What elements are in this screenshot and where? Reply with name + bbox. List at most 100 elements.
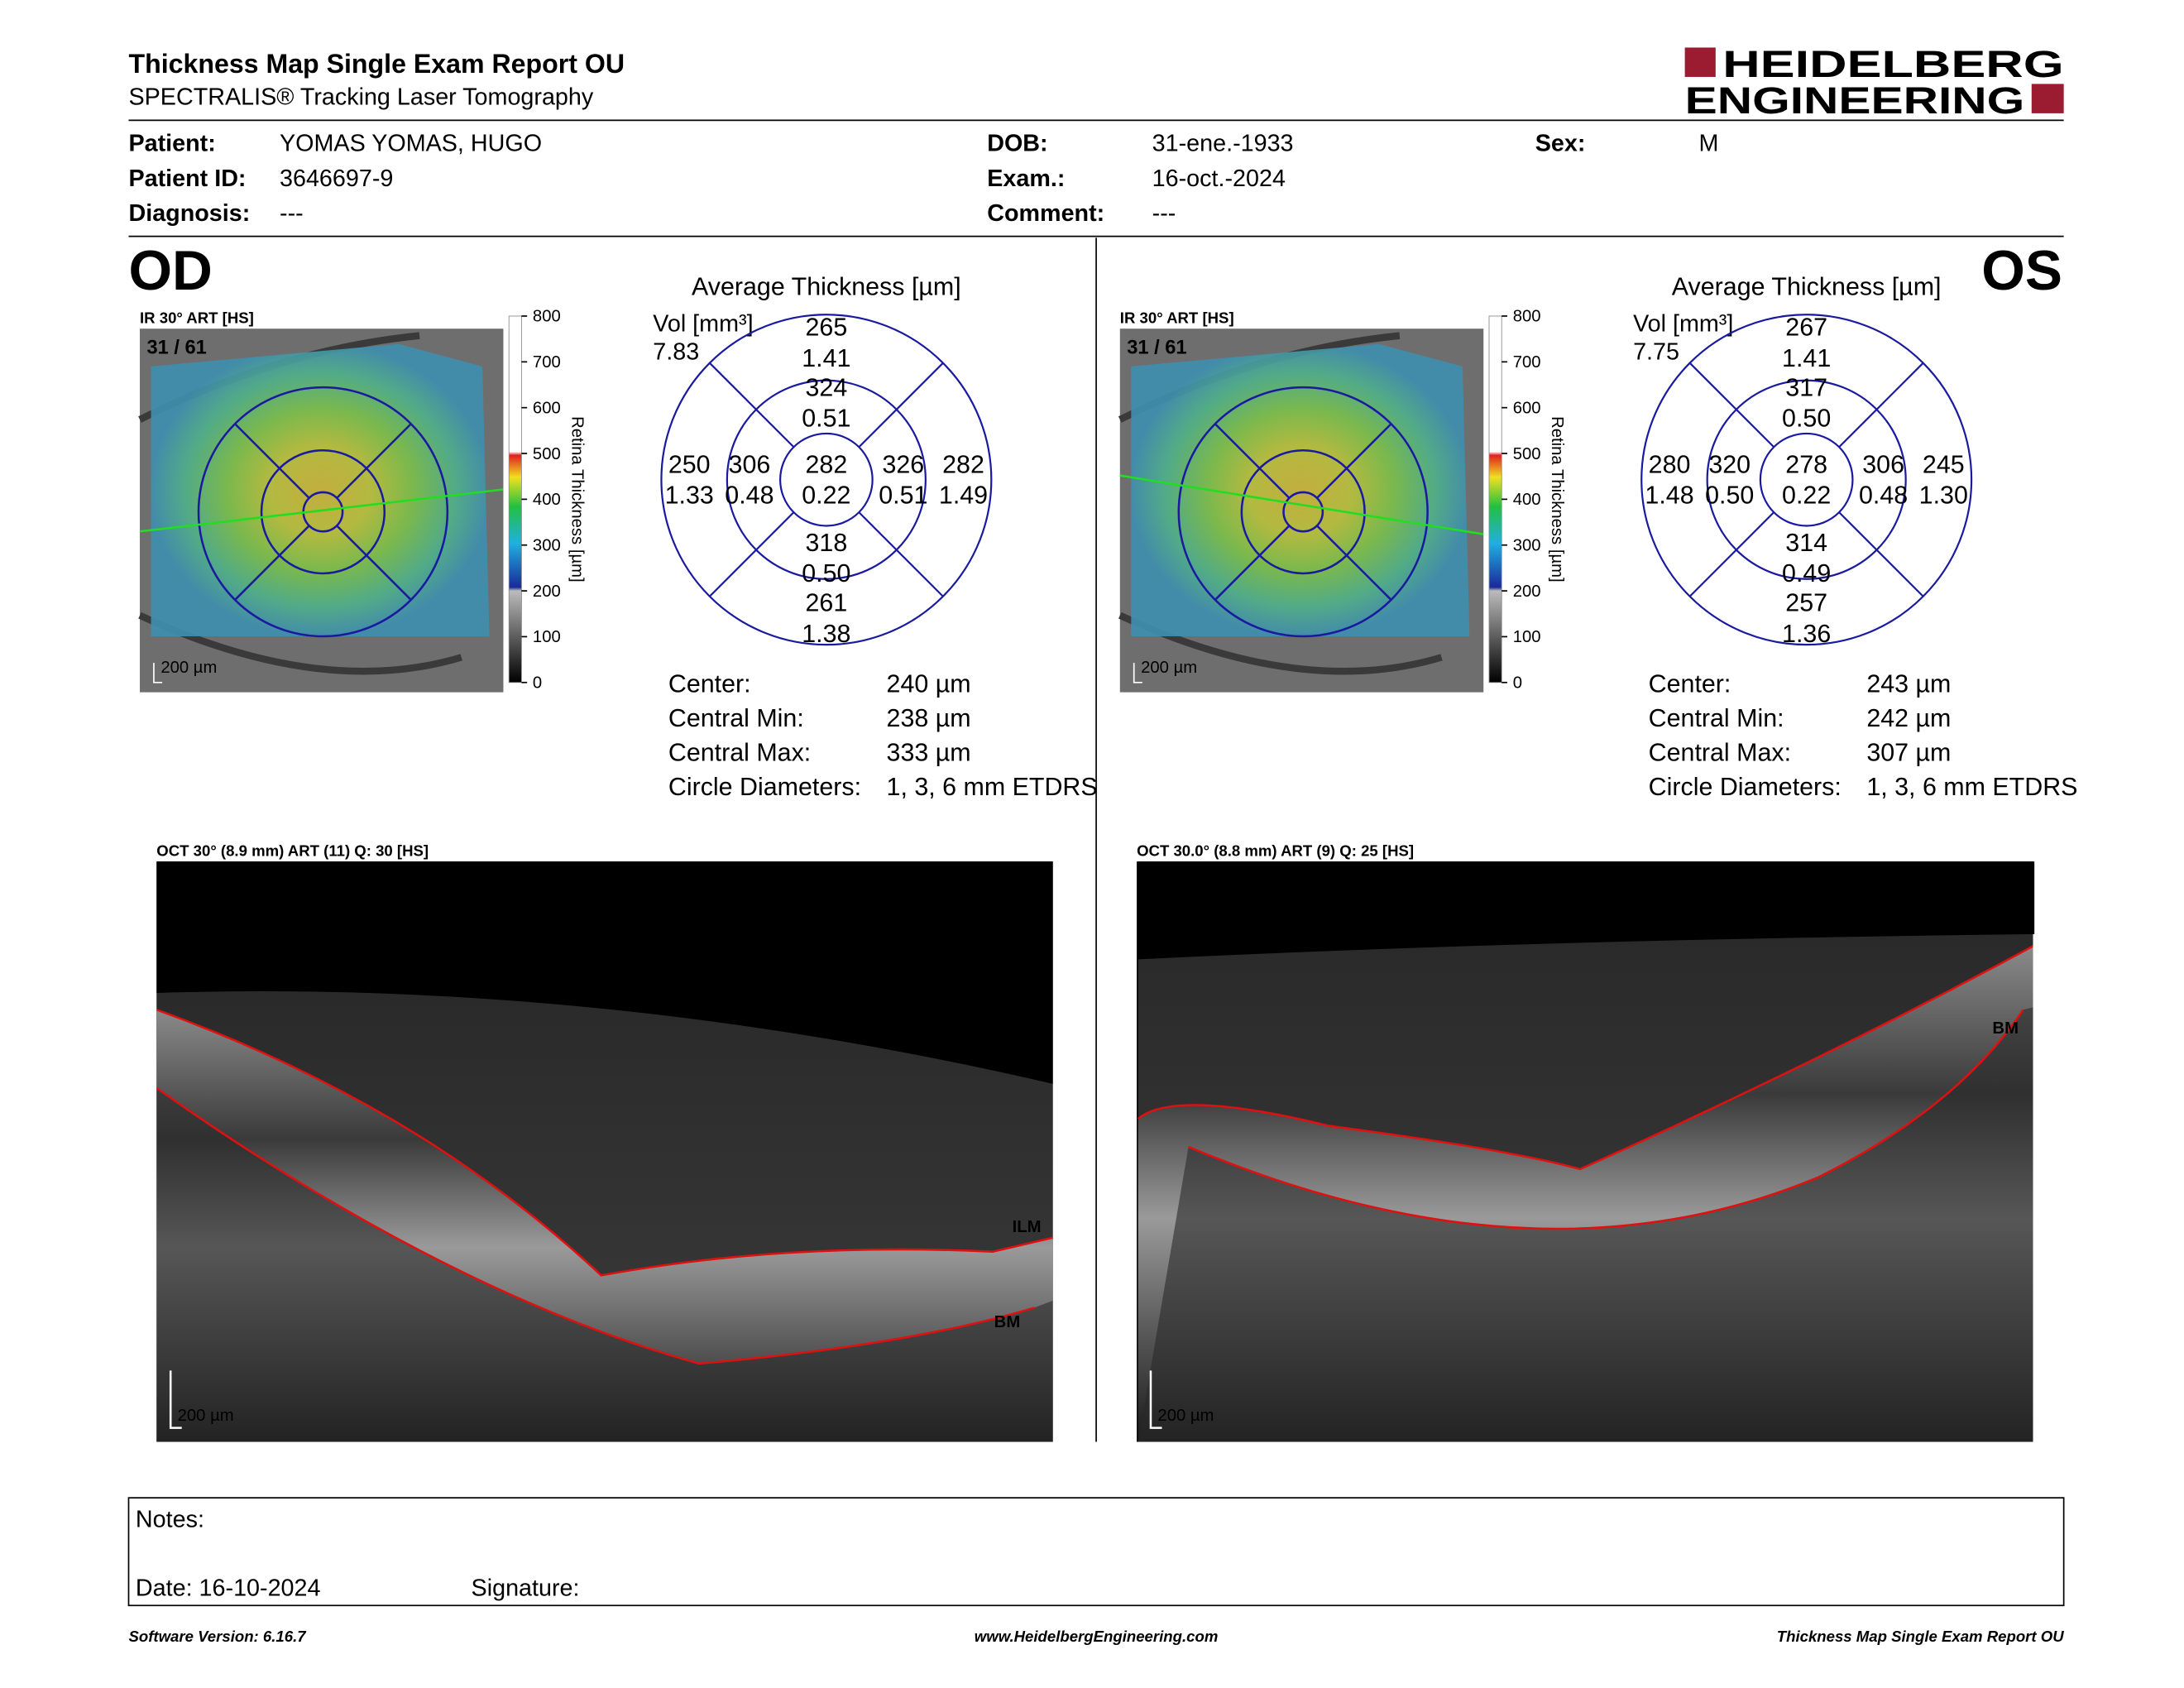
sector-volume: 1.36	[1782, 620, 1831, 648]
colorbar-tick-label: 800	[533, 308, 561, 326]
colorbar-tick-label: 600	[533, 399, 561, 417]
colorbar-tick-label: 0	[1513, 674, 1522, 693]
sector-volume: 1.41	[802, 344, 850, 372]
ilm-label: ILM	[1997, 918, 2026, 937]
colorbar-tick-label: 400	[1513, 491, 1541, 509]
colorbar-title: Retina Thickness [µm]	[568, 416, 586, 583]
stat-label: Center:	[1649, 670, 1731, 698]
stat-value: 242 µm	[1866, 704, 1951, 732]
field-value: ---	[280, 200, 304, 227]
ilm-label: ILM	[1013, 1218, 1042, 1236]
sector-volume: 0.22	[802, 481, 850, 509]
sector-thickness: 306	[729, 450, 771, 478]
etdrs-spoke	[234, 525, 310, 601]
sector-volume: 0.48	[725, 481, 774, 509]
colorbar-tick-label: 600	[1513, 399, 1541, 417]
frame-counter: 31 / 61	[1127, 338, 1186, 359]
sector-volume: 1.38	[802, 620, 850, 648]
oct-scale-bar	[169, 1370, 182, 1429]
sector-volume: 0.22	[1782, 481, 1831, 509]
grid-ring	[660, 314, 993, 646]
scale-bar	[153, 663, 163, 683]
logo-text: ENGINEERING	[1685, 79, 2025, 122]
oct-scale: 200 µm	[1157, 1407, 1214, 1425]
bm-label: BM	[1992, 1019, 2019, 1038]
etdrs-ring	[1177, 386, 1429, 638]
grid-spoke	[1838, 511, 1924, 597]
sector-thickness: 320	[1708, 450, 1751, 478]
etdrs-spoke	[1214, 525, 1291, 601]
grid-spoke	[709, 362, 795, 448]
grid-spoke	[1688, 362, 1775, 448]
field-label: Exam.:	[987, 165, 1065, 192]
sector-volume: 1.41	[1782, 344, 1831, 372]
colorbar-tick-label: 100	[1513, 628, 1541, 646]
stat-value: 307 µm	[1866, 738, 1951, 766]
field-label: Patient:	[128, 131, 215, 157]
etdrs-spoke	[336, 525, 412, 601]
sector-thickness: 245	[1923, 450, 1965, 478]
grid-title: Average Thickness [µm]	[1672, 273, 1942, 301]
grid-spoke	[709, 511, 795, 597]
stat-label: Center:	[668, 670, 751, 698]
notes: Notes: Date: 16-10-2024 Signature:	[127, 1497, 2065, 1607]
colorbar-tick-label: 400	[533, 491, 561, 509]
frame-counter: 31 / 61	[146, 338, 206, 359]
sector-thickness: 280	[1649, 450, 1691, 478]
oct-label: OCT 30° (8.9 mm) ART (11) Q: 30 [HS]	[156, 842, 429, 859]
grid-title: Average Thickness [µm]	[692, 273, 961, 301]
sector-thickness: 326	[882, 450, 924, 478]
sector-volume: 1.49	[939, 481, 988, 509]
sector-thickness: 250	[668, 450, 711, 478]
stat-value: 1, 3, 6 mm ETDRS	[1866, 773, 2077, 801]
sector-thickness: 257	[1785, 589, 1827, 617]
sector-volume: 0.48	[1859, 481, 1908, 509]
total-volume: 7.83	[653, 338, 699, 365]
volume-label: Vol [mm³]	[1633, 311, 1733, 338]
oct-vitreous	[1138, 861, 2035, 960]
sector-volume: 1.33	[665, 481, 714, 509]
colorbar-tick-label: 500	[533, 445, 561, 463]
footer: Software Version: 6.16.7 www.HeidelbergE…	[128, 1628, 2064, 1645]
etdrs-ring	[197, 386, 449, 638]
stat-label: Central Max:	[1649, 738, 1791, 766]
colorbar-tick-label: 300	[1513, 536, 1541, 554]
field-label: Sex:	[1535, 131, 1586, 157]
sector-volume: 0.50	[1705, 481, 1754, 509]
sector-thickness: 306	[1862, 450, 1904, 478]
total-volume: 7.75	[1633, 338, 1679, 365]
field-value: 31-ene.-1933	[1152, 131, 1294, 157]
stat-value: 333 µm	[887, 738, 971, 766]
ilm-line	[156, 1009, 1053, 1277]
colorbar-tick-label: 100	[533, 628, 561, 646]
footer-center: www.HeidelbergEngineering.com	[975, 1628, 1219, 1645]
etdrs-spoke	[1214, 423, 1291, 499]
field-label: Diagnosis:	[128, 200, 250, 227]
bm-label: BM	[994, 1313, 1021, 1331]
grid-spoke	[858, 362, 944, 448]
colorbar-tick-label: 0	[533, 674, 542, 693]
etdrs-spoke	[1316, 525, 1392, 601]
grid-ring	[1759, 432, 1854, 527]
grid-ring	[726, 379, 927, 580]
ilm-line	[1137, 945, 2033, 1171]
choroid	[1138, 1007, 2033, 1442]
report-subtitle: SPECTRALIS® Tracking Laser Tomography	[128, 84, 593, 111]
etdrs-spoke	[336, 423, 412, 499]
bm-line	[1188, 1009, 2024, 1230]
scan-line	[1119, 474, 1484, 535]
sector-thickness: 317	[1785, 373, 1827, 401]
colorbar-tick-label: 700	[1513, 353, 1541, 372]
colorbar-tick-label: 800	[1513, 308, 1541, 326]
oct-label: OCT 30.0° (8.8 mm) ART (9) Q: 25 [HS]	[1137, 842, 1414, 859]
oct-vitreous	[156, 861, 1053, 1084]
eye-label: OS	[1981, 240, 2062, 302]
sector-volume: 0.49	[1782, 559, 1831, 587]
colorbar-title: Retina Thickness [µm]	[1548, 416, 1566, 583]
notes-box	[127, 1497, 2065, 1607]
notes-label: Notes:	[136, 1507, 204, 1533]
bm-line	[156, 1086, 1036, 1365]
fundus-scale: 200 µm	[160, 659, 217, 677]
colorbar-tick-label: 700	[533, 353, 561, 372]
